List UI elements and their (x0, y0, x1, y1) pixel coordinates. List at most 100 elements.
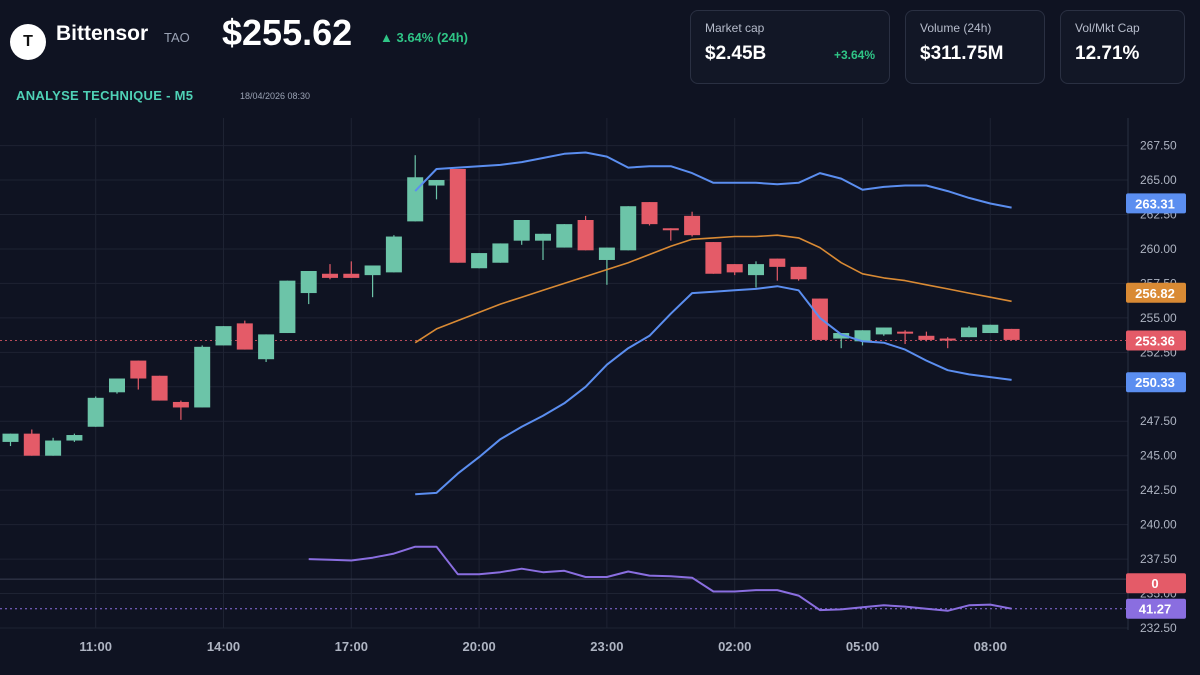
candle-up (364, 265, 381, 276)
candle-up (492, 243, 509, 263)
price-label: 41.27 (1139, 602, 1172, 617)
price-change-24h: ▲ 3.64% (24h) (380, 30, 469, 45)
vol-mkt-cap-card: Vol/Mkt Cap 12.71% (1060, 10, 1185, 84)
price-label: 0 (1151, 576, 1158, 591)
price-label: 250.33 (1135, 375, 1175, 390)
candle-up (385, 236, 402, 273)
candle-up (748, 264, 764, 276)
price-label-box (1126, 330, 1186, 351)
market-cap-value: $2.45B (705, 43, 767, 64)
y-tick-label: 232.50 (1140, 621, 1177, 635)
y-tick-label: 245.00 (1140, 449, 1177, 463)
candle-down (662, 228, 679, 231)
coin-name: Bittensor (56, 22, 149, 45)
price-label: 256.82 (1135, 286, 1175, 301)
candle-down (322, 273, 338, 278)
candle-down (684, 215, 701, 236)
candle-down (897, 331, 914, 334)
candle-down (151, 375, 168, 401)
market-cap-label: Market cap (705, 21, 765, 35)
vol-mkt-cap-value: 12.71% (1075, 43, 1140, 64)
bollinger-middle-line (414, 234, 1012, 344)
candle-up (556, 224, 573, 248)
current-price: $255.62 (222, 12, 353, 53)
price-label-box (1126, 573, 1186, 594)
candle-up (194, 346, 211, 408)
bollinger-upper-line (414, 151, 1012, 209)
y-tick-label: 255.00 (1140, 311, 1177, 325)
candle-up (66, 435, 83, 441)
y-tick-label: 267.50 (1140, 139, 1177, 153)
x-tick-label: 08:00 (974, 639, 1007, 654)
candle-up (833, 333, 850, 339)
x-tick-label: 02:00 (718, 639, 751, 654)
volume-value: $311.75M (920, 43, 1004, 64)
candle-down (641, 202, 658, 225)
y-tick-label: 240.00 (1140, 518, 1177, 532)
candle-up (2, 433, 19, 442)
candle-up (620, 206, 637, 251)
price-label-box (1126, 282, 1186, 303)
market-cap-card: Market cap $2.45B +3.64% (690, 10, 890, 84)
price-label-box (1126, 193, 1186, 214)
candle-down (172, 401, 189, 408)
candle-up (982, 324, 999, 334)
candle-up (109, 378, 125, 393)
x-tick-label: 17:00 (335, 639, 368, 654)
candle-up (300, 271, 317, 294)
price-label-box (1126, 598, 1186, 619)
price-label: 253.36 (1135, 333, 1175, 348)
x-tick-label: 11:00 (79, 639, 112, 654)
candle-down (705, 242, 722, 274)
logo-letter: T (23, 33, 33, 50)
indicator-line (308, 545, 1012, 612)
x-tick-label: 23:00 (590, 639, 623, 654)
candle-up (258, 334, 275, 360)
candle-down (790, 266, 807, 280)
candle-down (918, 335, 935, 340)
candle-up (428, 180, 445, 186)
price-label-box (1126, 372, 1186, 393)
candle-up (961, 327, 977, 338)
y-tick-label: 260.00 (1140, 242, 1177, 256)
candle-up (471, 253, 488, 269)
candle-down (1003, 328, 1020, 340)
candle-down (343, 273, 360, 278)
y-tick-label: 237.50 (1140, 552, 1177, 566)
candle-up (215, 326, 232, 346)
vol-mkt-cap-label: Vol/Mkt Cap (1075, 21, 1140, 35)
candle-down (449, 169, 466, 263)
candle-down (236, 323, 253, 350)
coin-ticker: TAO (164, 30, 190, 45)
candle-up (598, 247, 615, 260)
timestamp: 18/04/2026 08:30 (240, 91, 311, 101)
candle-down (130, 360, 147, 379)
volume-card: Volume (24h) $311.75M (905, 10, 1045, 84)
candle-down (811, 298, 828, 340)
candle-down (726, 264, 743, 273)
candle-down (577, 220, 594, 251)
candle-down (939, 338, 956, 341)
candles (2, 155, 1020, 456)
candle-up (45, 440, 62, 456)
tao-logo-icon: T (10, 24, 46, 60)
candle-up (535, 233, 551, 241)
market-cap-change: +3.64% (833, 48, 875, 62)
x-tick-label: 05:00 (846, 639, 879, 654)
candle-up (875, 327, 892, 335)
candle-up (513, 220, 530, 241)
y-tick-label: 265.00 (1140, 173, 1177, 187)
price-label: 263.31 (1135, 196, 1175, 211)
x-tick-label: 14:00 (207, 639, 240, 654)
volume-label: Volume (24h) (920, 21, 992, 35)
candle-down (769, 258, 786, 267)
x-tick-label: 20:00 (462, 639, 495, 654)
candle-up (854, 330, 871, 342)
section-title: ANALYSE TECHNIQUE - M5 (16, 88, 194, 103)
bollinger-lower-line (415, 285, 1012, 496)
y-tick-label: 247.50 (1140, 414, 1177, 428)
candle-up (279, 280, 296, 334)
candle-down (23, 433, 40, 456)
y-tick-label: 242.50 (1140, 483, 1177, 497)
